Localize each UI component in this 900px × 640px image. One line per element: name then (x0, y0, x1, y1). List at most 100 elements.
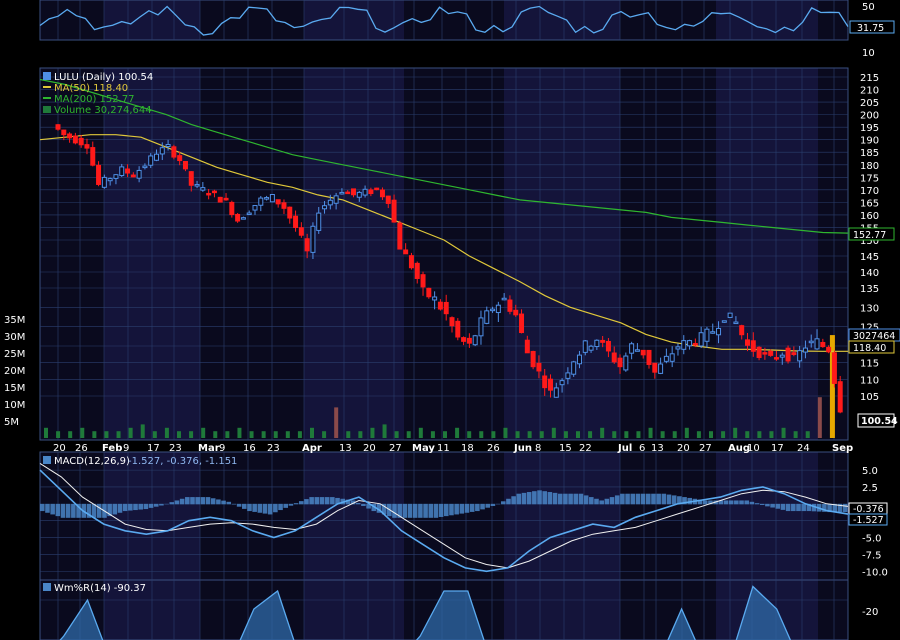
macd-histogram-bar (96, 503, 102, 518)
macd-histogram-bar (537, 490, 542, 505)
macd-histogram-bar (837, 503, 843, 513)
volume-bar (817, 397, 822, 438)
candle-body (721, 320, 727, 323)
candle-body (125, 168, 131, 174)
month-band (504, 0, 620, 40)
macd-histogram-bar (242, 503, 247, 509)
price-panel: LULU (Daily) 100.54 MA(50) 118.40 MA(200… (4, 72, 900, 454)
candle-body (773, 357, 779, 360)
macd-histogram-bar (252, 503, 257, 512)
candle-body (67, 133, 73, 139)
macd-histogram-bar (677, 496, 682, 505)
candle-body (403, 249, 409, 255)
macd-histogram-bar (438, 503, 444, 517)
macd-histogram-bar (671, 495, 677, 505)
candle-body (90, 147, 96, 166)
macd-histogram-bar (304, 499, 309, 505)
macd-histogram-bar (511, 496, 516, 505)
volume-axis: 35M 30M 25M 20M 15M 10M 5M (4, 315, 25, 428)
macd-histogram-bar (485, 503, 491, 508)
willr-legend: Wm%R(14) -90.37 (54, 583, 146, 594)
candle-body (119, 166, 125, 177)
date-label: 17 (147, 443, 160, 454)
month-band (200, 0, 304, 40)
macd-histogram-bar (128, 503, 133, 511)
volume-bar (624, 431, 629, 438)
date-label: 20 (363, 443, 376, 454)
volume-bar (249, 431, 254, 438)
date-label: 11 (437, 443, 450, 454)
volume-bar (805, 431, 810, 438)
candle-body (750, 340, 756, 352)
macd-histogram-bar (557, 493, 563, 505)
macd-histogram-bar (60, 503, 66, 518)
volume-bar (757, 431, 762, 438)
price-tick: 180 (860, 161, 879, 172)
month-band (200, 68, 304, 440)
candle-body (536, 362, 542, 372)
date-label: 9 (219, 443, 225, 454)
candle-body (658, 363, 664, 374)
macd-histogram-bar (138, 503, 143, 510)
volume-bar (563, 431, 568, 438)
volume-bar (237, 427, 242, 438)
macd-histogram-bar (785, 503, 791, 512)
candle-body (611, 352, 617, 363)
candle-body (165, 144, 171, 148)
volume-bar (696, 431, 701, 438)
macd-histogram-bar (604, 498, 610, 505)
macd-histogram-bar (107, 503, 112, 517)
macd-histogram-bar (402, 503, 408, 518)
legend-swatch-volume (43, 106, 51, 113)
candle-body (466, 337, 472, 344)
candle-body (293, 215, 299, 228)
macd-histogram-bar (143, 503, 149, 510)
candle-body (687, 340, 693, 347)
candle-body (640, 349, 646, 356)
volume-bar (44, 427, 48, 438)
macd-histogram-bar (423, 503, 428, 518)
macd-histogram-bar (267, 503, 273, 515)
top-tick-10: 10 (862, 48, 875, 59)
top-indicator-line (39, 5, 849, 36)
candle-body (310, 225, 316, 253)
macd-histogram-bar (71, 503, 76, 518)
macd-histogram-bar (728, 500, 734, 505)
macd-histogram-bar (50, 503, 55, 515)
macd-histogram-bar (40, 503, 45, 512)
candle-body (762, 352, 768, 355)
macd-histogram-bar (164, 503, 169, 505)
macd-histogram-bar (190, 497, 195, 505)
price-tick: 130 (860, 303, 879, 314)
macd-tick: -5.0 (862, 534, 882, 545)
macd-histogram-bar (418, 503, 423, 518)
macd-histogram-bar (682, 497, 687, 505)
macd-histogram-bar (76, 503, 81, 518)
date-label: May (412, 443, 435, 454)
candle-body (84, 144, 90, 149)
candle-body (426, 287, 432, 298)
volume-bar (382, 424, 387, 438)
candle-body (298, 227, 304, 236)
candle-body (264, 197, 270, 200)
macd-histogram-bar (397, 503, 402, 518)
date-label: 22 (579, 443, 592, 454)
macd-histogram-bar (599, 500, 604, 505)
month-band (304, 68, 404, 440)
macd-histogram-bar (376, 503, 382, 513)
candle-body (362, 188, 368, 196)
volume-bar (600, 427, 605, 438)
volume-bar (467, 431, 472, 438)
macd-histogram-bar (495, 503, 501, 505)
macd-histogram-bar (583, 495, 589, 505)
candle-body (130, 174, 136, 178)
volume-bar (116, 431, 121, 438)
macd-histogram-bar (288, 503, 294, 506)
month-band (504, 452, 620, 580)
macd-histogram-bar (133, 503, 138, 511)
macd-histogram-bar (428, 503, 434, 518)
candle-body (797, 350, 803, 362)
candle-body (368, 189, 374, 195)
macd-histogram-bar (319, 497, 325, 505)
macd-histogram-bar (791, 503, 796, 512)
